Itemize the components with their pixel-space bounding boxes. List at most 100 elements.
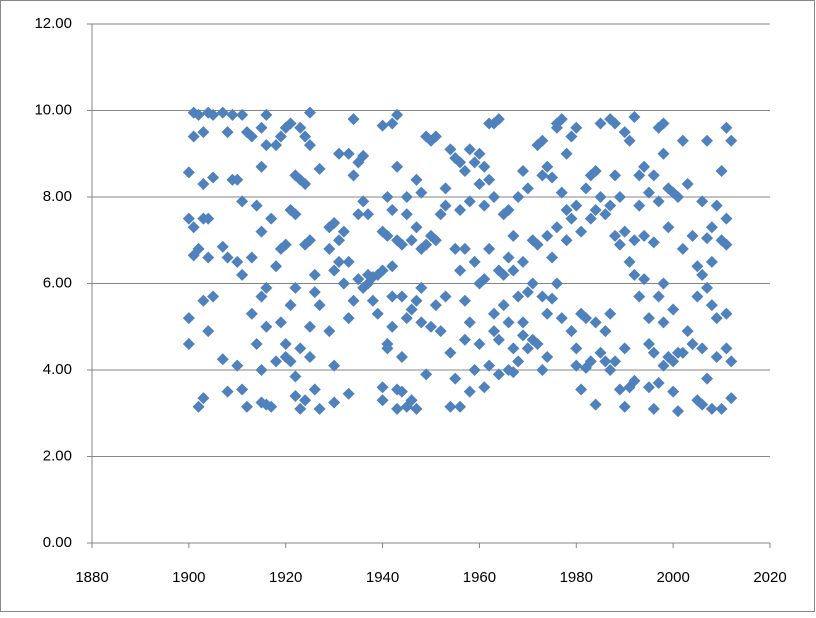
scatter-point [386,260,399,273]
scatter-point [652,376,665,389]
scatter-point [182,338,195,351]
scatter-point [526,277,539,290]
scatter-point [429,130,442,143]
scatter-point [575,225,588,238]
x-tick-label: 1920 [269,569,302,586]
scatter-point [613,191,626,203]
scatter-point [710,199,723,212]
scatter-point [517,316,530,329]
scatter-point [613,238,626,251]
scatter-point [618,225,631,238]
scatter-point [657,277,670,290]
scatter-point [240,400,253,413]
scatter-point [623,134,636,147]
scatter-point [303,139,316,152]
scatter-point [618,400,631,413]
x-tick-label: 1980 [560,569,593,586]
scatter-point [468,156,481,169]
scatter-point [720,238,733,251]
scatter-point [701,281,714,294]
scatter-point [473,178,486,191]
scatter-point [439,199,452,212]
scatter-point [299,130,312,143]
scatter-point [487,307,500,320]
scatter-point [507,342,520,355]
scatter-point [609,169,622,182]
scatter-point [507,264,520,277]
scatter-point [197,178,210,191]
scatter-point [458,165,471,178]
scatter-point [250,338,263,351]
scatter-point [362,208,375,221]
scatter-point [303,351,316,364]
scatter-point [366,294,379,307]
scatter-point [691,260,704,273]
scatter-point [347,169,360,182]
scatter-point [565,212,578,225]
y-tick-label: 4.00 [43,361,72,378]
y-tick-label: 8.00 [43,188,72,205]
scatter-point [584,355,597,368]
scatter-point [458,242,471,255]
scatter-point [231,255,244,268]
scatter-point [550,121,563,134]
scatter-point [376,119,389,132]
scatter-point [284,299,297,312]
scatter-point [294,342,307,355]
scatter-point [507,229,520,242]
scatter-point [221,385,234,398]
scatter-point [357,149,370,162]
scatter-point [245,307,258,320]
scatter-point [289,281,302,294]
scatter-point [342,312,355,325]
scatter-point [701,134,714,147]
scatter-point [647,169,660,182]
scatter-point [681,325,694,338]
scatter-point [502,251,515,264]
scatter-point [536,290,549,303]
scatter-point [633,199,646,212]
scatter-point [463,143,476,156]
scatter-point [265,400,278,413]
scatter-point [647,346,660,359]
scatter-point [657,316,670,329]
scatter-point [231,359,244,372]
scatter-point [550,221,563,234]
scatter-point [613,383,626,396]
scatter-point [294,402,307,415]
scatter-point [483,242,496,255]
scatter-point [531,338,544,351]
scatter-point [405,234,418,247]
scatter-point [395,385,408,398]
scatter-point [725,134,738,147]
scatter-point [531,238,544,251]
scatter-point [434,208,447,221]
scatter-point [400,191,413,203]
scatter-point [492,113,505,126]
scatter-point [332,147,345,160]
scatter-point [565,130,578,143]
scatter-point [463,316,476,329]
scatter-point [536,169,549,182]
scatter-point [328,264,341,277]
scatter-point [546,171,559,184]
scatter-point [671,405,684,418]
scatter-point [260,108,273,121]
scatter-point [720,121,733,134]
scatter-point [270,139,283,152]
scatter-point [313,162,326,175]
scatter-point [604,199,617,212]
scatter-point [429,234,442,247]
x-tick-label: 1900 [172,569,205,586]
scatter-point [652,195,665,208]
scatter-point [337,225,350,238]
scatter-point [352,208,365,221]
scatter-point [381,229,394,242]
scatter-point [517,255,530,268]
scatter-point [308,286,321,299]
scatter-point [657,147,670,160]
scatter-point [720,307,733,320]
scatter-point [497,268,510,281]
scatter-point [313,402,326,415]
scatter-point [468,364,481,376]
